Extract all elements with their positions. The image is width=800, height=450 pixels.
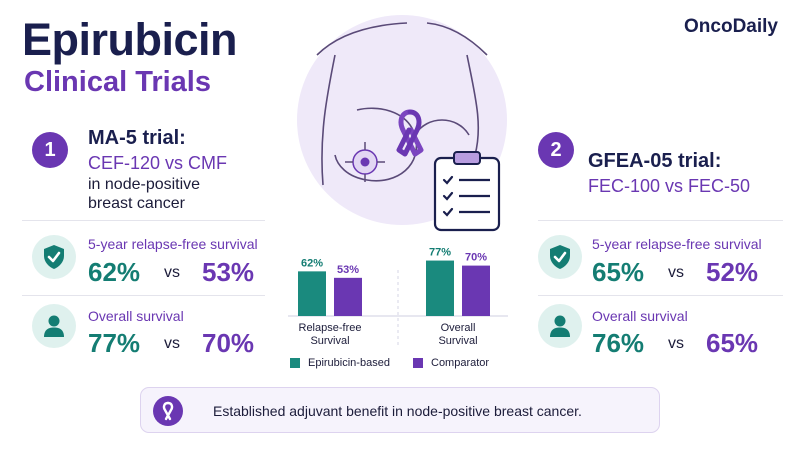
trial2-rfs-vs: vs bbox=[668, 264, 684, 281]
category-label: Survival bbox=[438, 335, 477, 347]
conclusion-text: Established adjuvant benefit in node-pos… bbox=[213, 403, 582, 419]
awareness-ribbon-icon bbox=[153, 396, 183, 426]
bar-value-label: 53% bbox=[337, 264, 359, 276]
trial1-rfs-vs: vs bbox=[164, 264, 180, 281]
legend-label: Epirubicin-based bbox=[308, 357, 390, 369]
bar-comparator-1 bbox=[462, 265, 490, 316]
divider bbox=[22, 220, 265, 221]
trial1-description-line1: in node-positive bbox=[88, 176, 201, 193]
trial2-os-comparator: 65% bbox=[706, 328, 759, 358]
divider bbox=[538, 220, 783, 221]
trial2-name: GFEA-05 trial: bbox=[588, 150, 722, 172]
trial2-rfs-comparator: 52% bbox=[706, 257, 759, 287]
person-icon bbox=[538, 304, 582, 348]
trial2-rfs-epirubicin: 65% bbox=[592, 257, 645, 287]
category-label: Relapse-free bbox=[299, 322, 362, 334]
bar-value-label: 62% bbox=[301, 257, 323, 269]
trial2-rfs-label: 5-year relapse-free survival bbox=[592, 236, 762, 252]
trial1-comparison: CEF-120 vs CMF bbox=[88, 153, 228, 173]
trial2-os-epirubicin: 76% bbox=[592, 328, 645, 358]
trial2-comparison: FEC-100 vs FEC-50 bbox=[588, 176, 751, 196]
trial1-description-line2: breast cancer bbox=[88, 195, 185, 212]
page-subtitle: Clinical Trials bbox=[24, 66, 211, 98]
legend-label: Comparator bbox=[431, 357, 490, 369]
conclusion-banner: Established adjuvant benefit in node-pos… bbox=[140, 387, 660, 433]
trial2-number-badge: 2 bbox=[538, 132, 574, 168]
legend-swatch bbox=[413, 358, 423, 368]
trial1-os-label: Overall survival bbox=[88, 308, 184, 324]
divider bbox=[538, 295, 783, 296]
bar-epirubicin-0 bbox=[298, 271, 326, 316]
category-label: Overall bbox=[441, 322, 476, 334]
category-label: Survival bbox=[310, 335, 349, 347]
person-icon bbox=[32, 304, 76, 348]
awareness-ribbon-icon bbox=[396, 109, 424, 157]
trial2-os-vs: vs bbox=[668, 335, 684, 352]
trial1-os-vs: vs bbox=[164, 335, 180, 352]
target-crosshair-icon bbox=[345, 142, 385, 182]
trial1-name: MA-5 trial: bbox=[88, 127, 186, 149]
trial1-rfs-epirubicin: 62% bbox=[88, 257, 141, 287]
clipboard-checklist-icon bbox=[433, 151, 501, 232]
divider bbox=[22, 295, 265, 296]
bar-value-label: 70% bbox=[465, 252, 487, 264]
trial1-os-comparator: 70% bbox=[202, 328, 255, 358]
page-title: Epirubicin bbox=[22, 14, 238, 65]
shield-check-icon bbox=[538, 235, 582, 279]
brand-logo: OncoDaily bbox=[684, 16, 778, 37]
trial2-os-label: Overall survival bbox=[592, 308, 688, 324]
bar-comparator-0 bbox=[334, 277, 362, 316]
bar-epirubicin-1 bbox=[426, 260, 454, 316]
trial1-number-badge: 1 bbox=[32, 132, 68, 168]
bar-value-label: 77% bbox=[429, 247, 451, 259]
trial1-os-epirubicin: 77% bbox=[88, 328, 141, 358]
legend-swatch bbox=[290, 358, 300, 368]
trial1-rfs-label: 5-year relapse-free survival bbox=[88, 236, 258, 252]
shield-check-icon bbox=[32, 235, 76, 279]
trial1-rfs-comparator: 53% bbox=[202, 257, 255, 287]
legend-epirubicin: Epirubicin-based bbox=[290, 357, 390, 369]
legend-comparator: Comparator bbox=[413, 357, 489, 369]
